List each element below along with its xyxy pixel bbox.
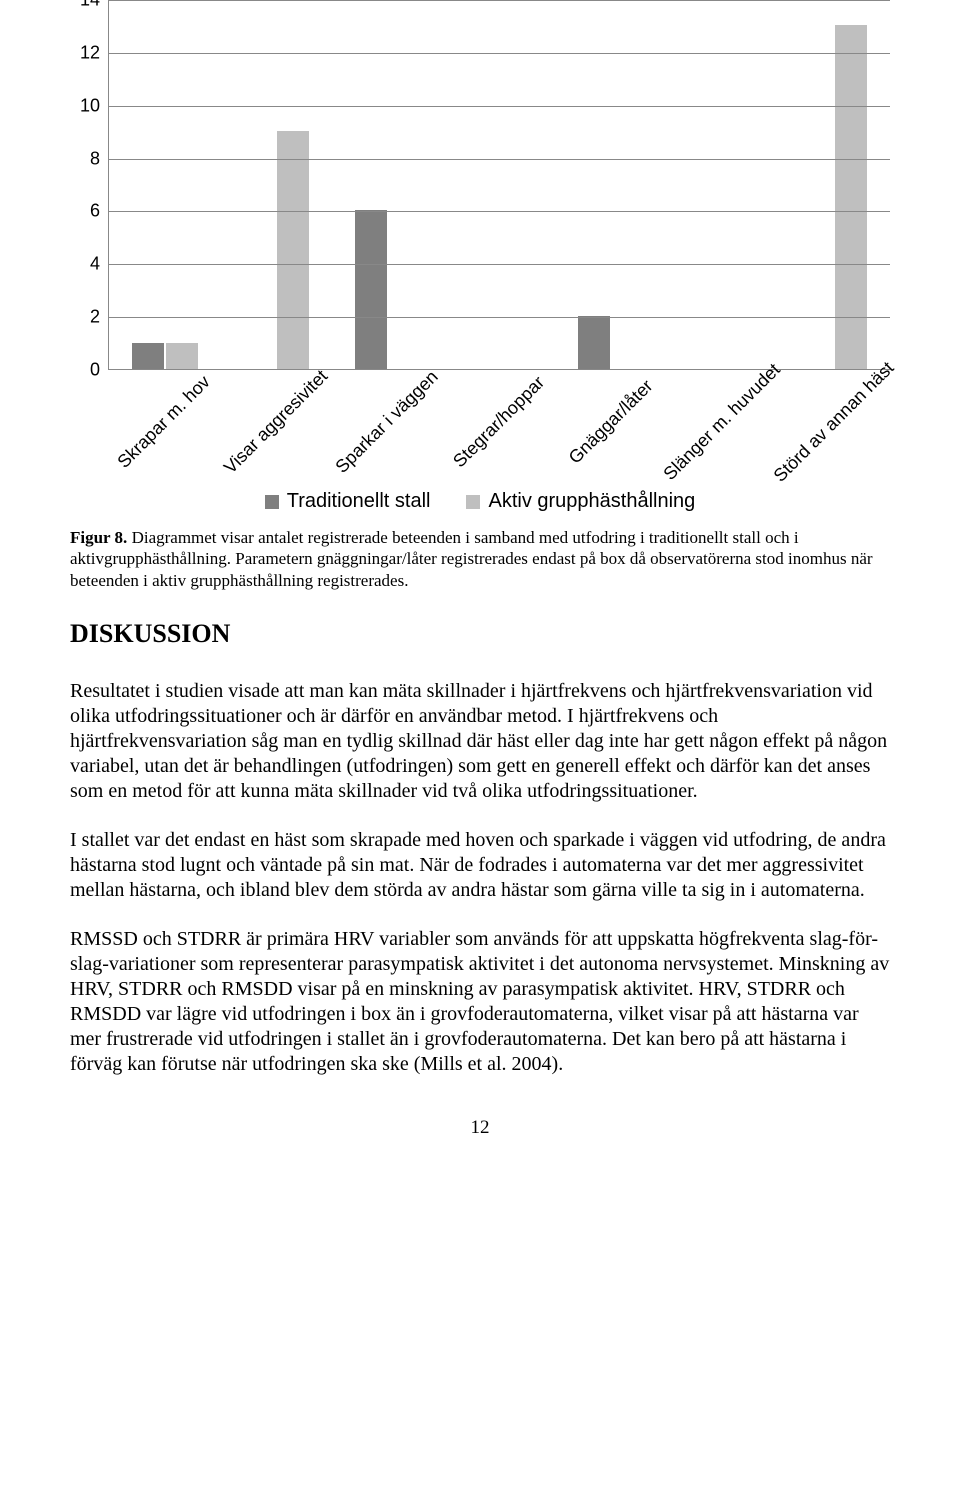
y-tick-label: 14 [80, 0, 100, 11]
x-label: Gnäggar/låter [555, 374, 667, 470]
gridline [109, 53, 890, 54]
gridline [109, 0, 890, 1]
y-tick-label: 8 [90, 148, 100, 169]
category-column [778, 0, 890, 369]
chart-legend: Traditionellt stall Aktiv grupphästhållni… [70, 490, 890, 513]
x-label: Slänger m. huvudet [667, 374, 779, 470]
figure-caption-lead: Figur 8. [70, 528, 127, 547]
x-label: Visar aggresivitet [220, 374, 332, 470]
gridline [109, 317, 890, 318]
section-heading: DISKUSSION [70, 619, 890, 649]
figure-caption: Figur 8. Diagrammet visar antalet regist… [70, 527, 890, 591]
legend-label: Traditionellt stall [287, 490, 431, 513]
gridline [109, 159, 890, 160]
legend-swatch [265, 495, 279, 509]
x-label: Skrapar m. hov [108, 374, 220, 470]
y-tick-label: 2 [90, 307, 100, 328]
category-column [667, 0, 779, 369]
bar [277, 131, 309, 369]
y-tick-label: 4 [90, 254, 100, 275]
gridline [109, 211, 890, 212]
bar [132, 343, 164, 369]
y-tick-label: 6 [90, 201, 100, 222]
bars-container [109, 0, 890, 369]
category-column [109, 0, 221, 369]
body-paragraph: RMSSD och STDRR är primära HRV variabler… [70, 927, 890, 1077]
x-label: Störd av annan häst [778, 374, 890, 470]
y-tick-label: 12 [80, 42, 100, 63]
y-axis: 02468101214 [70, 0, 108, 370]
body-paragraph: Resultatet i studien visade att man kan … [70, 679, 890, 804]
x-label: Sparkar i väggen [331, 374, 443, 470]
x-axis-labels: Skrapar m. hovVisar aggresivitetSparkar … [108, 374, 890, 470]
page-number: 12 [70, 1117, 890, 1139]
legend-label: Aktiv grupphästhållning [488, 490, 695, 513]
figure-caption-text: Diagrammet visar antalet registrerade be… [70, 528, 873, 590]
body-text: Resultatet i studien visade att man kan … [70, 679, 890, 1077]
bar [578, 316, 610, 369]
category-column [555, 0, 667, 369]
behaviour-bar-chart: 0 2 4 6 8 10 12 14 Skrapar m. hovVisar aggresiv… [70, 0, 890, 480]
bar [355, 210, 387, 369]
plot-area [108, 0, 890, 370]
y-tick-label: 0 [90, 360, 100, 381]
y-tick-label: 10 [80, 95, 100, 116]
category-column [221, 0, 333, 369]
legend-swatch [466, 495, 480, 509]
legend-item: Aktiv grupphästhållning [466, 490, 695, 513]
gridline [109, 106, 890, 107]
body-paragraph: I stallet var det endast en häst som skr… [70, 828, 890, 903]
x-label: Stegrar/hoppar [443, 374, 555, 470]
category-column [332, 0, 444, 369]
legend-item: Traditionellt stall [265, 490, 431, 513]
gridline [109, 264, 890, 265]
category-column [444, 0, 556, 369]
bar [166, 343, 198, 369]
